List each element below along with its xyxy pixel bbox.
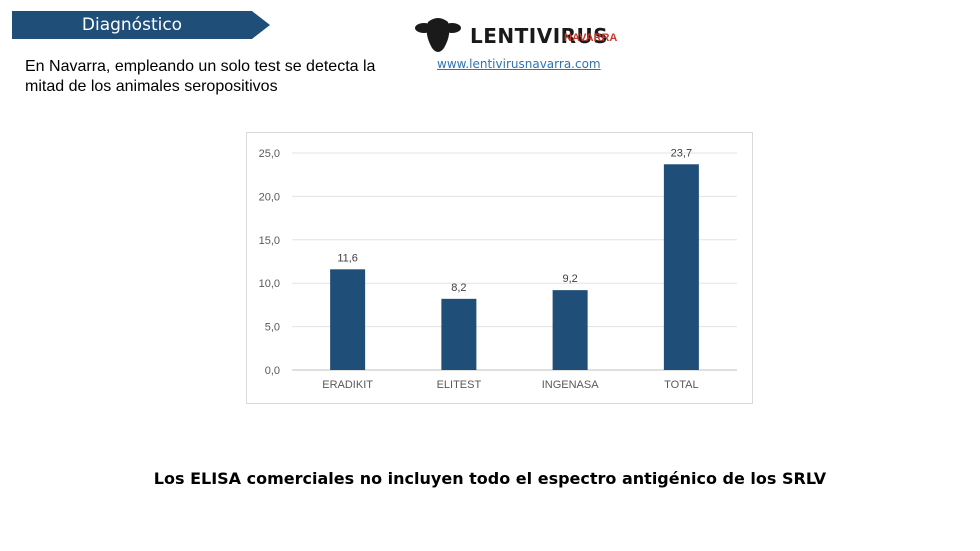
bar (663, 164, 699, 370)
y-tick-label: 15,0 (259, 235, 280, 247)
data-label: 9,2 (562, 273, 577, 285)
intro-text: En Navarra, empleando un solo test se de… (25, 58, 376, 95)
data-label: 8,2 (451, 282, 466, 294)
bar (441, 298, 477, 370)
x-tick-label: TOTAL (664, 379, 698, 391)
caption-text: Los ELISA comerciales no incluyen todo e… (153, 469, 827, 488)
y-tick-label: 20,0 (259, 191, 280, 203)
y-tick-label: 0,0 (265, 365, 280, 377)
x-tick-label: ELITEST (437, 379, 482, 391)
x-tick-label: ERADIKIT (322, 379, 373, 391)
bar (552, 290, 588, 370)
logo-text: LENTIVIRUS (470, 24, 609, 48)
data-label: 11,6 (337, 252, 358, 264)
y-tick-label: 25,0 (259, 148, 280, 160)
section-title: Diagnóstico (81, 15, 183, 35)
y-tick-label: 5,0 (265, 322, 280, 334)
section-banner: Diagnóstico (12, 11, 270, 39)
y-tick-label: 10,0 (259, 278, 280, 290)
data-label: 23,7 (671, 147, 692, 159)
x-tick-label: INGENASA (542, 379, 600, 391)
bar-chart: 0,0 5,0 10,0 15,0 20,0 25,0 11,6 ERADIKIT 8,2 ELI… (246, 132, 753, 404)
logo-subtext: NAVARRA (564, 32, 618, 44)
sheep-head-icon (415, 18, 461, 52)
bar (330, 269, 366, 370)
website-link[interactable]: www.lentivirusnavarra.com (437, 57, 601, 71)
lentivirus-logo: LENTIVIRUS NAVARRA (414, 14, 618, 58)
chart-canvas: 0,0 5,0 10,0 15,0 20,0 25,0 11,6 ERADIKIT 8,2 ELI… (259, 147, 737, 391)
